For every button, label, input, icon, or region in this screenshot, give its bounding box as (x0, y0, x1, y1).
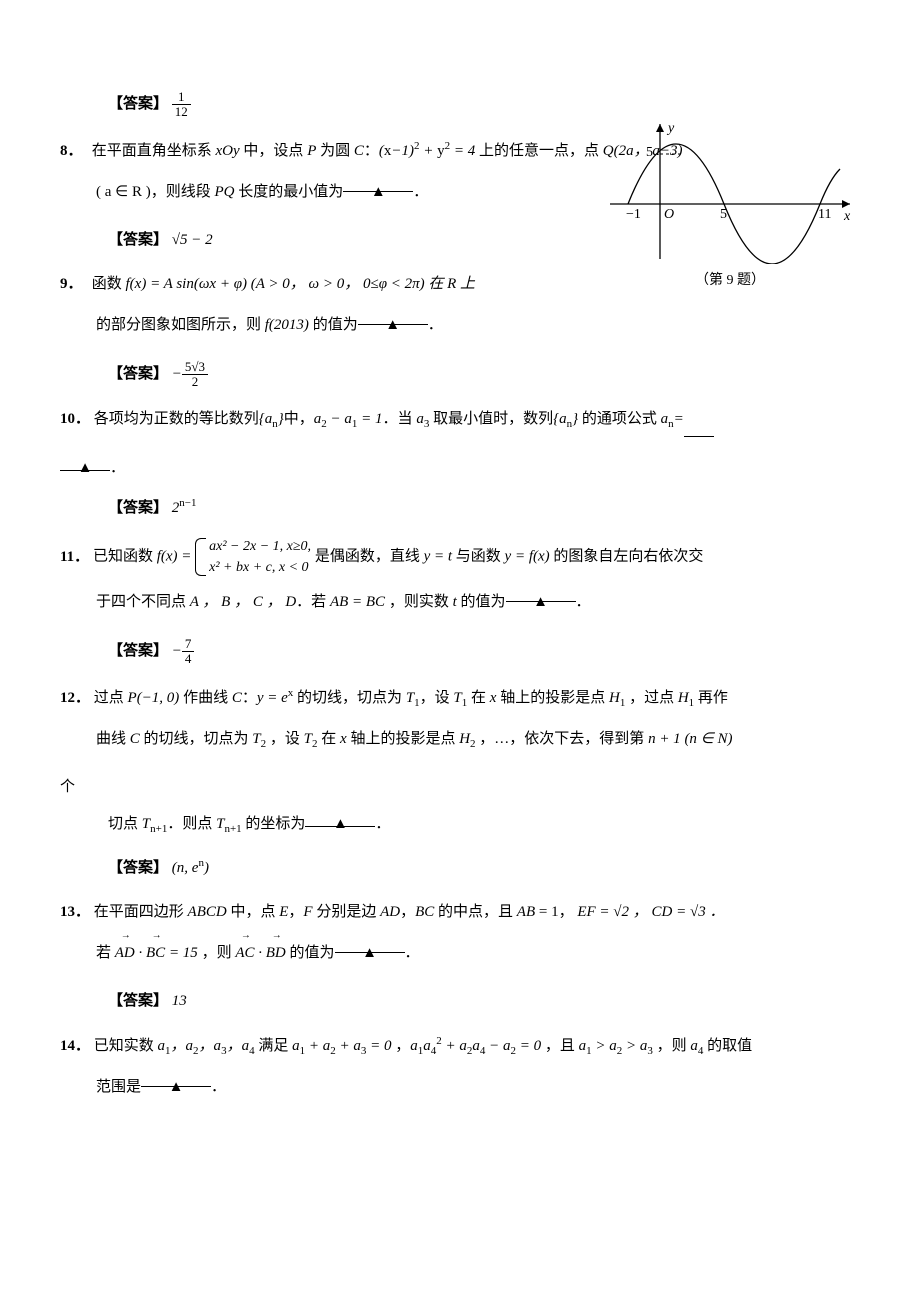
q12-h2: H2 (459, 731, 475, 747)
q13-vec-bd: BD (266, 937, 286, 970)
q9-graph-caption: （第 9 题） (600, 268, 860, 293)
q11-line2: 于四个不同点 A ， B ， C ， D．若 AB = BC ，则实数 t 的值… (96, 586, 860, 619)
x-tick-11: 11 (818, 207, 831, 222)
q12-line4: 切点 Tn+1．则点 Tn+1 的坐标为▲． (108, 811, 860, 840)
q12-blank: ▲ (305, 811, 375, 827)
question-10: 10． 各项均为正数的等比数列{an}中，a2 − a1 = 1．当 a3 取最… (60, 403, 860, 437)
q11-answer: 【答案】 − 7 4 (108, 637, 860, 667)
x-tick-neg1: −1 (626, 207, 641, 222)
q14-eq1: a1 + a2 + a3 = 0 (292, 1038, 391, 1054)
q8-answer-value: √5 − 2 (172, 232, 213, 248)
q12-num: 12． (60, 682, 90, 715)
question-9: 9． 函数 f(x) = A sin(ωx + φ) (A > 0， ω > 0… (60, 268, 590, 342)
q8-blank: ▲ (343, 176, 413, 192)
q13-vec-ad: AD (115, 937, 135, 970)
q7-answer-value: 1 12 (172, 90, 191, 120)
q12-tn1: Tn+1 (142, 816, 168, 832)
q10-num: 10． (60, 403, 90, 436)
x-label: x (843, 209, 851, 224)
q10-seq: {an} (259, 411, 284, 427)
q11-answer-value: 7 4 (182, 637, 195, 667)
question-13: 13． 在平面四边形 ABCD 中，点 E，F 分别是边 AD，BC 的中点，且… (60, 896, 860, 970)
q12-answer-value: (n, en) (172, 860, 209, 876)
q13-num: 13． (60, 896, 90, 929)
q11-num: 11． (60, 541, 89, 574)
q8-line2: ( a ∈ R )，则线段 PQ 长度的最小值为▲． (96, 176, 860, 209)
q14-eq3: a1 > a2 > a3 (579, 1038, 653, 1054)
q13-vec-bc: BC (146, 937, 165, 970)
q14-vars: a1，a2，a3，a4 (158, 1038, 255, 1054)
q13-vec-ac: AC (235, 937, 254, 970)
q9-answer: 【答案】 − 5√3 2 (108, 360, 860, 390)
q8-q9-group: 5 −1 O 5 11 x y （第 9 题） 8． 在平面直角坐标系 xOy … (60, 134, 860, 390)
q10-blank: ▲ (60, 455, 110, 471)
q10-answer: 【答案】 2n−1 (108, 494, 860, 522)
q14-blank: ▲ (141, 1071, 211, 1087)
q10-an-eq: an= (661, 411, 684, 427)
question-11: 11． 已知函数 f(x) = ax² − 2x − 1, x≥0, x² + … (60, 536, 860, 619)
question-8: 8． 在平面直角坐标系 xOy 中，设点 P 为圆 C：(x−1)2 + y2 … (60, 134, 860, 209)
q13-blank: ▲ (335, 937, 405, 953)
q13-answer-value: 13 (172, 993, 187, 1009)
q9-num: 9． (60, 268, 88, 301)
q8-q-args: (2a， a−3) (614, 143, 683, 159)
q14-a4: a4 (690, 1038, 703, 1054)
q11-piecewise: ax² − 2x − 1, x≥0, x² + bx + c, x < 0 (195, 536, 311, 578)
q12-t2: T2 (252, 731, 266, 747)
q11-blank: ▲ (506, 586, 576, 602)
x-tick-5: 5 (720, 207, 727, 222)
q12-line2: 曲线 C 的切线，切点为 T2 ，设 T2 在 x 轴上的投影是点 H2 ，…，… (96, 723, 860, 756)
q10-a3: a3 (416, 411, 429, 427)
q8-circle-eq: (x−1)2 + y2 = 4 (379, 143, 475, 159)
q14-line2: 范围是▲． (96, 1071, 860, 1104)
q12-answer: 【答案】 (n, en) (108, 854, 860, 882)
q9-answer-value: 5√3 2 (182, 360, 208, 390)
q9-fx: f(x) = A sin(ωx + φ) (126, 276, 247, 292)
q12-yex: y = ex (257, 690, 293, 706)
question-14: 14． 已知实数 a1，a2，a3，a4 满足 a1 + a2 + a3 = 0… (60, 1029, 860, 1104)
q10-blank-cont: ▲． (60, 455, 860, 482)
q10-answer-value: 2n−1 (172, 500, 197, 516)
q12-t1: T1 (406, 690, 420, 706)
q13-line2: 若 AD · BC = 15 ，则 AC · BD 的值为▲． (96, 937, 860, 970)
q10-diff: a2 − a1 = 1 (314, 411, 383, 427)
q13-answer: 【答案】 13 (108, 988, 860, 1015)
q9-line2: 的部分图象如图所示，则 f(2013) 的值为▲． (96, 309, 590, 342)
question-12: 12． 过点 P(−1, 0) 作曲线 C：y = ex 的切线，切点为 T1，… (60, 681, 860, 756)
q12-line3: 个 (60, 774, 860, 801)
y-arrow (656, 124, 664, 132)
answer-tag: 【答案】 (108, 96, 168, 112)
q9-blank: ▲ (358, 309, 428, 325)
origin-label: O (664, 207, 674, 222)
q12-h1: H1 (609, 690, 625, 706)
q14-eq2: a1a42 + a2a4 − a2 = 0 (410, 1038, 541, 1054)
q14-num: 14． (60, 1030, 90, 1063)
q8-num: 8． (60, 135, 88, 168)
